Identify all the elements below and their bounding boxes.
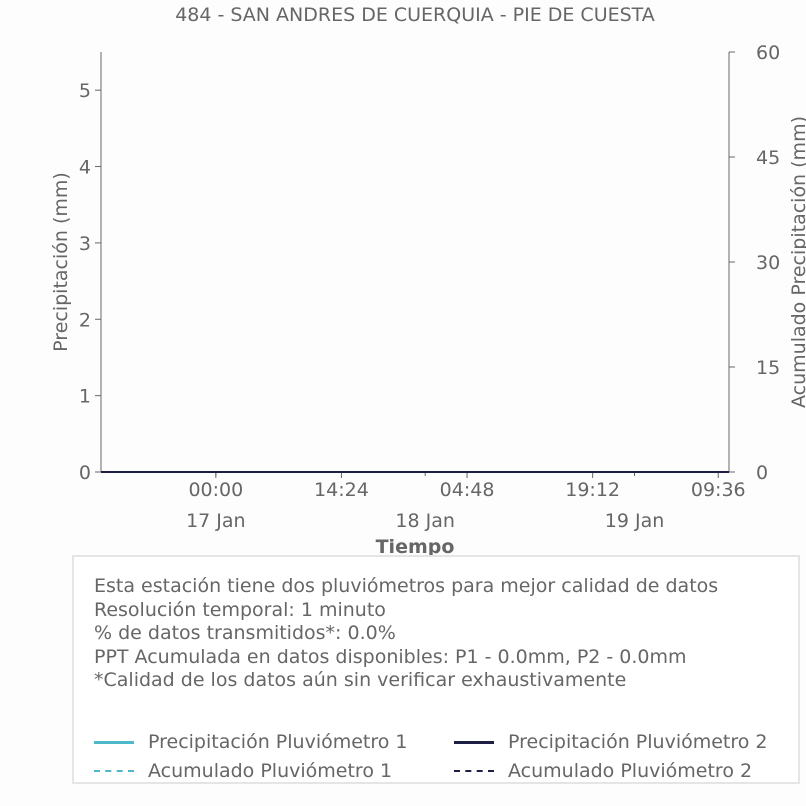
y2-tick-label: 15	[756, 357, 780, 379]
legend-item-acum-2: Acumulado Pluviómetro 2	[454, 760, 752, 782]
y-axis-label: Precipitación (mm)	[50, 172, 72, 352]
y-tick-label: 3	[79, 233, 91, 255]
info-line: % de datos transmitidos*: 0.0%	[94, 622, 396, 644]
x-tick-label: 19:12	[565, 479, 620, 501]
legend-item-precip-2: Precipitación Pluviómetro 2	[454, 731, 768, 753]
legend-item-precip-1: Precipitación Pluviómetro 1	[94, 731, 408, 753]
y2-tick-label: 0	[756, 462, 768, 484]
legend-swatch	[94, 740, 134, 744]
y-tick-label: 2	[79, 309, 91, 331]
x-axis-label: Tiempo	[376, 536, 455, 558]
legend-label: Acumulado Pluviómetro 1	[148, 760, 393, 782]
info-line: Esta estación tiene dos pluviómetros par…	[94, 575, 719, 597]
info-line: *Calidad de los datos aún sin verificar …	[94, 669, 627, 691]
legend-label: Precipitación Pluviómetro 1	[148, 731, 408, 753]
x-tick-label: 14:24	[314, 479, 369, 501]
y-tick-label: 1	[79, 386, 91, 408]
x-tick-label: 04:48	[440, 479, 495, 501]
legend-item-acum-1: Acumulado Pluviómetro 1	[94, 760, 392, 782]
y-tick-label: 0	[79, 462, 91, 484]
chart-svg: 484 - SAN ANDRES DE CUERQUIA - PIE DE CU…	[50, 4, 806, 558]
x-tick-label: 00:00	[188, 479, 243, 501]
info-line: PPT Acumulada en datos disponibles: P1 -…	[94, 645, 687, 668]
info-legend-box: Esta estación tiene dos pluviómetros par…	[72, 555, 800, 784]
y2-tick-label: 60	[756, 42, 780, 64]
x-date-label: 19 Jan	[605, 510, 665, 532]
y-tick-label: 4	[79, 157, 91, 179]
station-info: Esta estación tiene dos pluviómetros par…	[94, 575, 718, 693]
y-tick-label: 5	[79, 80, 91, 102]
legend-swatch	[454, 770, 494, 772]
legend-label: Acumulado Pluviómetro 2	[508, 760, 753, 782]
x-tick-label: 09:36	[691, 479, 746, 501]
y2-tick-label: 30	[756, 252, 780, 274]
legend-label: Precipitación Pluviómetro 2	[508, 731, 768, 753]
chart-title: 484 - SAN ANDRES DE CUERQUIA - PIE DE CU…	[175, 4, 655, 26]
x-date-label: 17 Jan	[186, 510, 246, 532]
info-line: Resolución temporal: 1 minuto	[94, 598, 386, 621]
legend-swatch	[94, 770, 134, 772]
y2-axis-label: Acumulado Precipitación (mm)	[788, 116, 806, 408]
x-date-label: 18 Jan	[395, 510, 455, 532]
legend-swatch	[454, 740, 494, 744]
y2-tick-label: 45	[756, 147, 780, 169]
